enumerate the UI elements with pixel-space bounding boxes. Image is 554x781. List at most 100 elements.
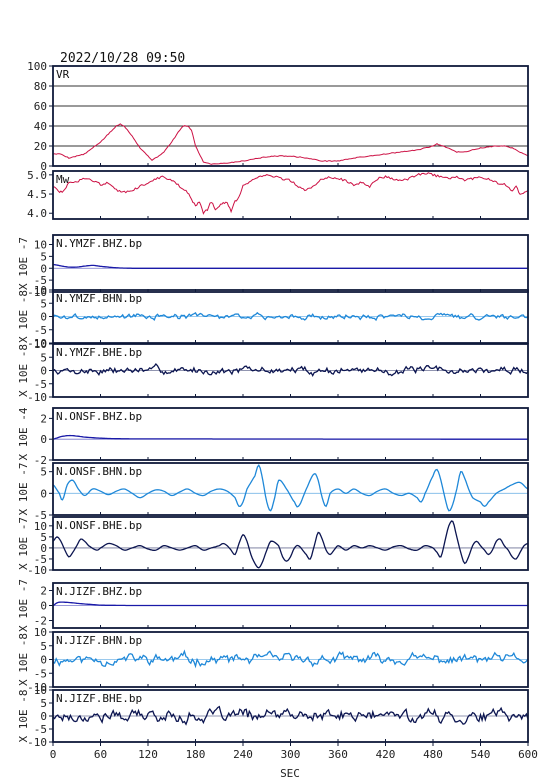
series-line (52, 649, 529, 669)
y-tick-label: -10 (27, 564, 47, 577)
y-tick-label: 5 (40, 250, 47, 263)
y-tick-label: 0 (40, 365, 47, 378)
y-tick-label: -5 (34, 723, 47, 736)
series-line (52, 520, 529, 569)
series-line (52, 362, 529, 377)
y-tick-label: -5 (34, 324, 47, 337)
y-tick-label: 10 (34, 284, 47, 297)
y-tick-label: -2 (34, 615, 47, 628)
y-tick-label: 4.0 (27, 207, 47, 220)
panel-vr: 0 20 40 60 80 100 VR (27, 60, 529, 173)
panel-title: Mw (56, 173, 70, 186)
y-tick-label: 5.0 (27, 169, 47, 182)
y-tick-label: 0 (40, 433, 47, 446)
x-axis: 0 60 120 180 240 300 360 420 480 540 600 (50, 163, 538, 761)
x-tick-label: 600 (518, 748, 538, 761)
unit-label: X 10E -7 (17, 517, 30, 570)
x-tick-label: 540 (471, 748, 491, 761)
y-tick-label: 0 (40, 654, 47, 667)
x-tick-label: 300 (281, 748, 301, 761)
y-tick-label: 0 (40, 487, 47, 500)
x-axis-label: SEC (280, 767, 300, 780)
panel-mw: 4.0 4.5 5.0 Mw (27, 169, 529, 220)
unit-label: X 10E -7 (17, 237, 30, 290)
panel-frame (52, 65, 529, 167)
panel-title: N.YMZF.BHZ.bp (56, 237, 142, 250)
unit-label: X 10E -8 (17, 633, 30, 686)
series-line (52, 463, 529, 512)
y-tick-label: 5 (40, 351, 47, 364)
y-tick-label: 2 (40, 585, 47, 598)
panel-n-onsf-bhz-bp: -2 0 2 N.ONSF.BHZ.bp X 10E -4 (17, 407, 529, 467)
panel-title: N.ONSF.BHN.bp (56, 465, 142, 478)
panel-n-jizf-bhz-bp: -2 0 2 N.JIZF.BHZ.bp X 10E -7 (17, 579, 529, 632)
panel-title: N.ONSF.BHE.bp (56, 519, 142, 532)
y-tick-label: 5 (40, 697, 47, 710)
y-tick-label: 0 (40, 710, 47, 723)
series-line (52, 601, 528, 607)
datetime-label: 2022/10/28 09:50 (60, 51, 185, 66)
series-line (52, 263, 528, 269)
panel-title: N.JIZF.BHZ.bp (56, 585, 142, 598)
x-tick-label: 180 (186, 748, 206, 761)
y-tick-label: 80 (34, 80, 47, 93)
y-tick-label: 5 (40, 640, 47, 653)
x-tick-label: 420 (376, 748, 396, 761)
y-tick-label: 5 (40, 531, 47, 544)
y-tick-label: 5 (40, 466, 47, 479)
y-tick-label: 20 (34, 140, 47, 153)
unit-label: X 10E -7 (17, 579, 30, 632)
unit-label: X 10E -8 (17, 290, 30, 343)
unit-label: X 10E -4 (17, 407, 30, 460)
y-tick-label: 0 (40, 311, 47, 324)
series-line (52, 311, 529, 322)
y-tick-label: -10 (27, 681, 47, 694)
panel-title: N.YMZF.BHE.bp (56, 346, 142, 359)
y-tick-label: 100 (27, 60, 47, 73)
panel-title: N.YMZF.BHN.bp (56, 292, 142, 305)
x-tick-label: 0 (50, 748, 57, 761)
series-line (52, 434, 528, 440)
panel-title: N.JIZF.BHN.bp (56, 634, 142, 647)
y-tick-label: 0 (40, 542, 47, 555)
series-line (52, 123, 529, 165)
y-tick-label: 0 (40, 160, 47, 173)
x-tick-label: 480 (423, 748, 443, 761)
y-tick-label: 0 (40, 262, 47, 275)
y-tick-label: 10 (34, 626, 47, 639)
y-tick-label: 60 (34, 100, 47, 113)
panel-title: N.ONSF.BHZ.bp (56, 410, 142, 423)
y-tick-label: 10 (34, 520, 47, 533)
y-tick-label: -10 (27, 391, 47, 404)
x-tick-label: 120 (138, 748, 158, 761)
y-tick-label: -2 (34, 454, 47, 467)
x-tick-label: 360 (328, 748, 348, 761)
y-tick-label: 0 (40, 600, 47, 613)
y-tick-label: -5 (34, 509, 47, 522)
panel-frame (52, 170, 529, 220)
series-line (52, 172, 529, 215)
unit-label: X 10E -7 (17, 463, 30, 516)
y-tick-label: -5 (34, 274, 47, 287)
y-tick-label: 2 (40, 412, 47, 425)
y-tick-label: 40 (34, 120, 47, 133)
panel-title: VR (56, 68, 70, 81)
y-tick-label: -5 (34, 667, 47, 680)
y-tick-label: 5 (40, 297, 47, 310)
y-tick-label: 10 (34, 338, 47, 351)
series-line (52, 705, 529, 726)
y-tick-label: -10 (27, 286, 47, 299)
y-tick-label: 4.5 (27, 188, 47, 201)
y-tick-label: 10 (34, 239, 47, 252)
y-tick-label: -5 (34, 553, 47, 566)
y-tick-label: 10 (34, 684, 47, 697)
panel-n-onsf-bhn-bp: -5 0 5 N.ONSF.BHN.bp X 10E -7 (17, 462, 529, 522)
y-tick-label: -10 (27, 337, 47, 350)
x-tick-label: 240 (233, 748, 253, 761)
x-tick-label: 60 (94, 748, 107, 761)
y-tick-label: -10 (27, 736, 47, 749)
